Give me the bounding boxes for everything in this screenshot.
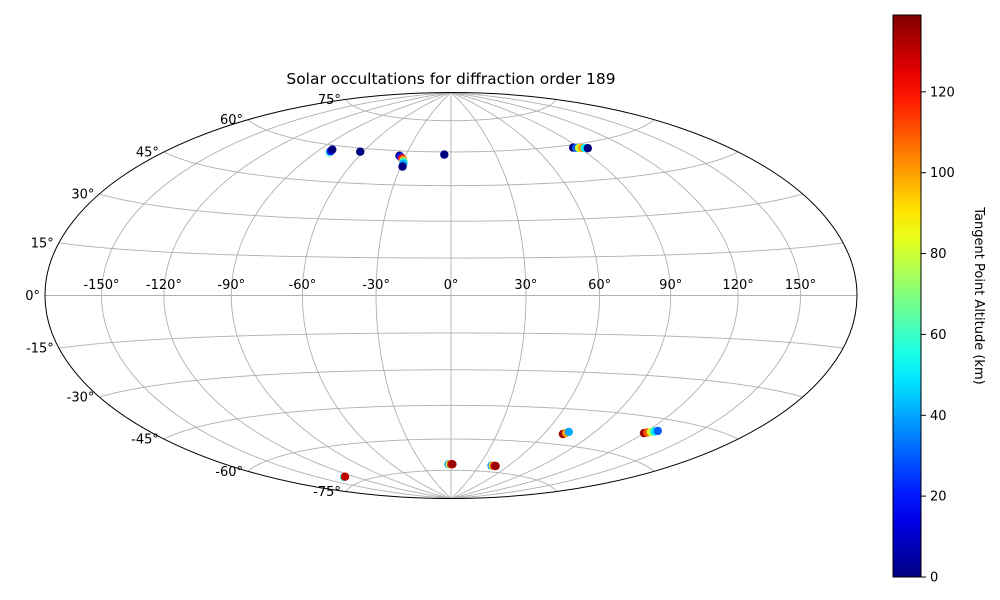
colorbar-tick-label: 60 [930, 328, 947, 343]
y-tick-label: -30° [67, 391, 95, 406]
occultation-point [653, 426, 662, 436]
colorbar-tick-label: 80 [930, 247, 947, 262]
colorbar: 0 20 40 60 80 100 120 Tangent Point Altitude (… [892, 14, 986, 586]
parallel-line [163, 404, 739, 440]
parallel-line [58, 242, 844, 259]
x-tick-label: 90° [659, 278, 682, 293]
y-tick-label: 45° [136, 146, 159, 161]
x-tick-label: 150° [785, 278, 816, 293]
occultation-point [448, 460, 457, 469]
x-tick-label: -60° [289, 278, 317, 293]
y-tick-label: -15° [26, 342, 54, 357]
x-tick-label: -90° [217, 278, 245, 293]
occultation-point [398, 162, 407, 171]
map-boundary [44, 92, 858, 499]
y-tick-label: 15° [31, 237, 54, 252]
data-points [325, 143, 662, 482]
occultation-point [440, 150, 449, 159]
colorbar-tick-label: 0 [930, 571, 938, 586]
parallel-line [247, 438, 655, 472]
colorbar-label: Tangent Point Altitude (km) [971, 206, 986, 384]
parallel-line [99, 369, 803, 398]
y-tick-label: 60° [220, 113, 243, 128]
colorbar-tick-label: 40 [930, 409, 947, 424]
colorbar-tick-label: 20 [930, 490, 947, 505]
parallel-line [58, 332, 844, 349]
parallel-line [345, 469, 557, 492]
occultation-point [340, 472, 350, 481]
latitude-tick-labels: -75° -60° -45° -30° -15° 0° 15° 30° 45° 60° 75° [25, 93, 341, 500]
parallel-line [345, 99, 557, 122]
occultation-point [491, 461, 500, 471]
occultation-point [583, 144, 592, 153]
y-tick-label: 0° [25, 289, 40, 304]
y-tick-label: -45° [131, 433, 159, 448]
parallel-line [247, 119, 655, 153]
occultation-point [328, 145, 337, 154]
x-tick-label: 60° [588, 278, 611, 293]
colorbar-ticks: 0 20 40 60 80 100 120 [921, 85, 955, 586]
x-tick-label: 120° [722, 278, 753, 293]
occultation-point [564, 427, 573, 437]
x-tick-label: 0° [444, 278, 459, 293]
y-tick-label: -60° [215, 465, 243, 480]
parallel-line [163, 151, 739, 187]
longitude-tick-labels: -150° -120° -90° -60° -30° 0° 30° 60° 90° 120° 150… [83, 278, 816, 293]
y-tick-label: 30° [71, 188, 94, 203]
colorbar-tick-label: 120 [930, 85, 955, 100]
x-tick-label: 30° [514, 278, 537, 293]
x-tick-label: -30° [362, 278, 390, 293]
parallel-line [99, 193, 803, 222]
colorbar-gradient [892, 14, 922, 578]
y-tick-label: 75° [318, 93, 341, 108]
y-tick-label: -75° [313, 485, 341, 500]
x-tick-label: -150° [83, 278, 119, 293]
grid-lines [45, 92, 857, 499]
x-tick-label: -120° [146, 278, 182, 293]
colorbar-tick-label: 100 [930, 166, 955, 181]
chart-title: Solar occultations for diffraction order… [286, 70, 615, 88]
occultation-point [356, 147, 365, 156]
